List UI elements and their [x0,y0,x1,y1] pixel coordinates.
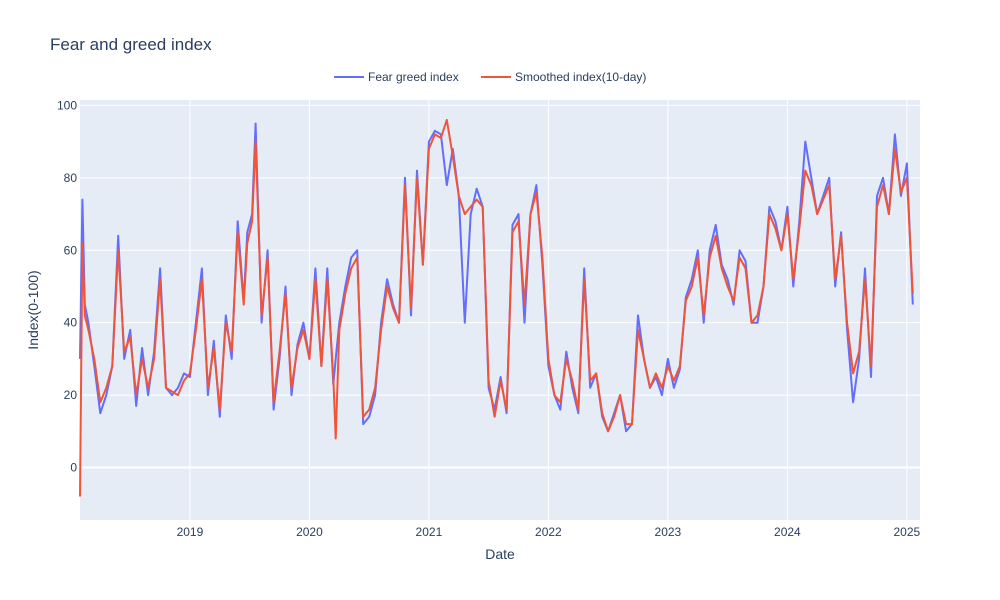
y-tick-label: 60 [64,243,78,257]
x-tick-label: 2021 [416,525,443,539]
x-tick-label: 2024 [774,525,801,539]
y-tick-label: 100 [57,98,77,112]
x-tick-label: 2022 [535,525,562,539]
y-tick-label: 40 [64,316,78,330]
x-tick-label: 2020 [296,525,323,539]
legend-label-raw[interactable]: Fear greed index [368,70,459,84]
x-axis-title: Date [485,546,515,562]
legend-label-smooth[interactable]: Smoothed index(10-day) [515,70,646,84]
plot-area[interactable] [80,100,920,520]
y-axis-title: Index(0-100) [25,270,41,349]
x-axis-ticks: 2019 2020 2021 2022 2023 2024 2025 [177,525,921,539]
series-lines [79,118,914,497]
x-tick-label: 2023 [655,525,682,539]
series-line-smoothed [79,118,914,497]
y-axis-ticks: 0 20 40 60 80 100 [57,98,77,474]
legend[interactable]: Fear greed index Smoothed index(10-day) [334,70,646,84]
y-tick-label: 0 [70,461,77,475]
chart-title: Fear and greed index [50,35,212,54]
y-tick-label: 80 [64,171,78,185]
y-tick-label: 20 [64,388,78,402]
grid-lines [80,100,920,520]
x-tick-label: 2019 [177,525,204,539]
x-tick-label: 2025 [894,525,921,539]
